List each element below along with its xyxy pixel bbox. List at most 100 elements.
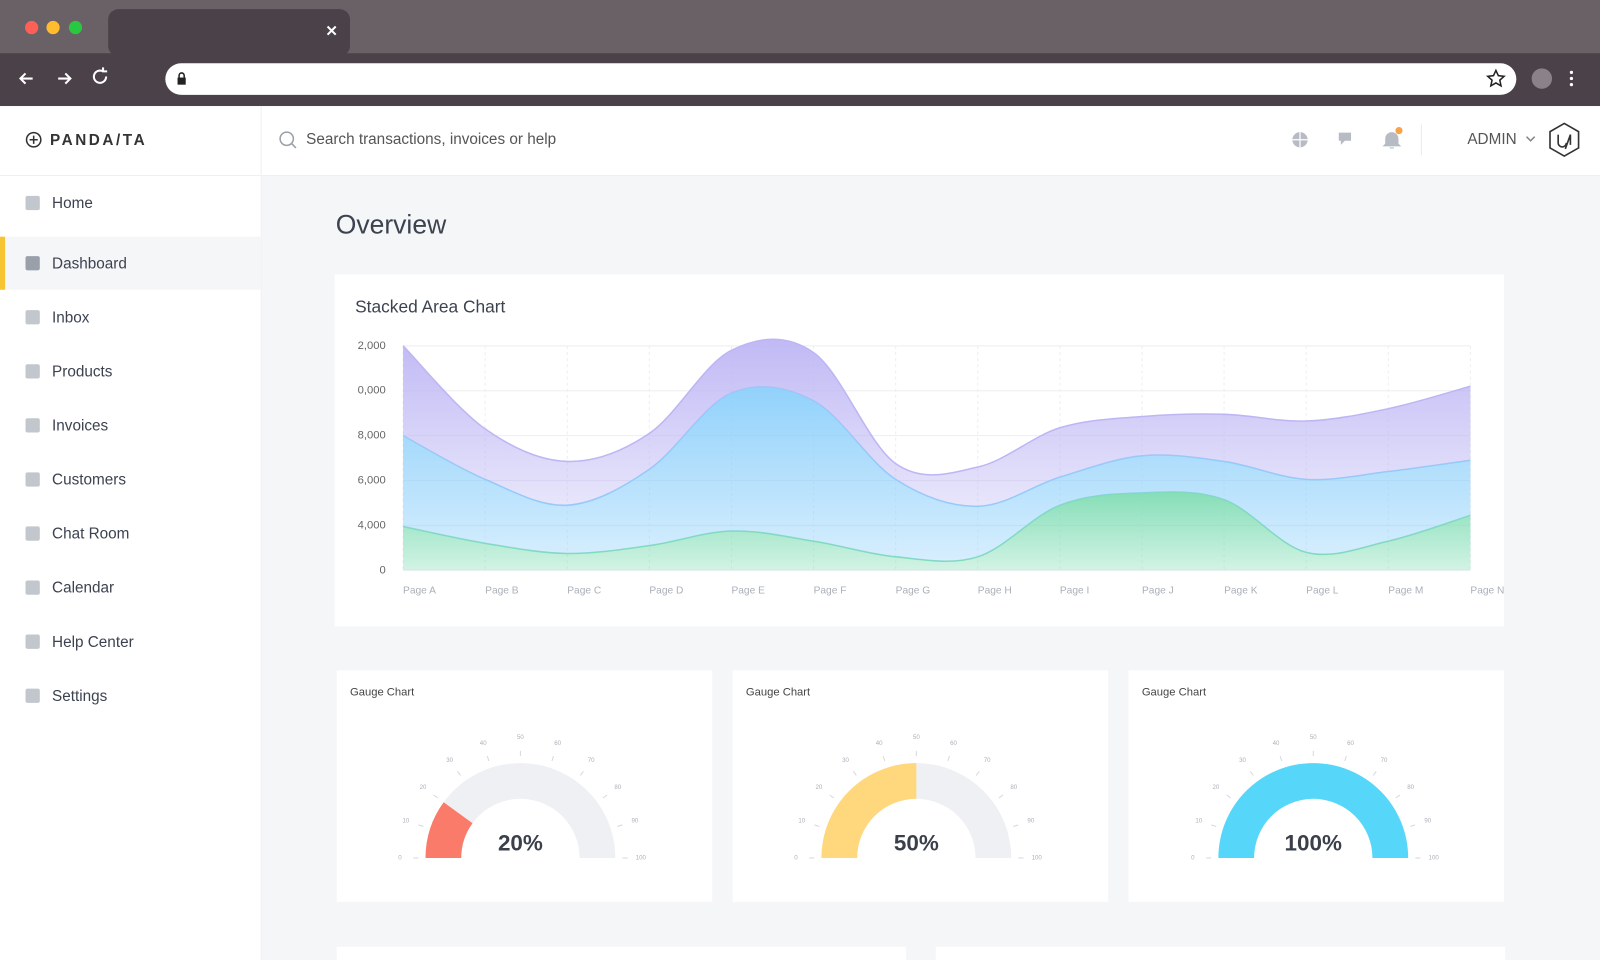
nav-item[interactable]: Home [25, 195, 93, 212]
x-tick-label: Page I [1060, 585, 1089, 596]
gauge-tick [579, 771, 584, 776]
nav-item[interactable]: Products [25, 363, 113, 380]
nav-item[interactable]: Settings [25, 688, 108, 705]
gauge-tick [998, 794, 1004, 799]
area-line [402, 338, 1471, 476]
tab-close[interactable] [326, 25, 337, 36]
nav-icon [25, 688, 40, 703]
gauge-tick-label: 80 [1407, 784, 1414, 791]
bell-icon[interactable] [1382, 132, 1402, 149]
chat-icon[interactable] [1338, 132, 1352, 145]
globe-lines [1292, 132, 1308, 148]
card [935, 946, 1506, 960]
x-tick-label: Page C [567, 585, 601, 596]
gauge-value-label: 20% [498, 831, 543, 856]
gauge-tick-label: 90 [632, 817, 639, 824]
nav-item[interactable]: Dashboard [0, 236, 262, 290]
lock-icon [177, 77, 186, 85]
nav-label: Customers [52, 472, 126, 489]
nav-item[interactable]: Help Center [25, 634, 134, 651]
bookmark-star[interactable] [1485, 68, 1506, 88]
area [403, 386, 1471, 562]
gauge-tick-label: 40 [1273, 740, 1280, 747]
gauge-tick [852, 771, 857, 776]
x-tick-label: Page K [1224, 585, 1258, 596]
gauge-tick-label: 40 [480, 740, 487, 747]
nav-item[interactable]: Customers [25, 472, 127, 489]
gauge-tick-label: 70 [984, 757, 991, 764]
gauge-tick-label: 20 [816, 784, 823, 791]
gauge-tick [433, 794, 439, 799]
gauge-tick [1013, 824, 1019, 827]
nav-item[interactable]: Invoices [25, 417, 109, 434]
gauge-tick-label: 70 [1381, 757, 1388, 764]
nav-label: Dashboard [52, 255, 127, 272]
nav-label: Help Center [52, 634, 134, 651]
user-name[interactable]: ADMIN [1467, 131, 1516, 148]
gauge-tick-label: 10 [402, 817, 409, 824]
y-tick-label: 0,000 [358, 385, 386, 397]
gauge-value [1218, 763, 1409, 858]
forward-button[interactable] [58, 72, 72, 85]
nav-label: Settings [52, 688, 108, 705]
back-button[interactable] [18, 72, 33, 85]
top-bar [261, 106, 1600, 176]
nav-label: Invoices [52, 417, 108, 434]
nav-item[interactable]: Chat Room [25, 526, 130, 543]
nav-icon [25, 195, 40, 211]
lock-shackle [178, 72, 185, 78]
browser-menu[interactable] [1569, 70, 1574, 87]
chart-title: Stacked Area Chart [355, 297, 505, 317]
nav-icon [25, 418, 40, 433]
gauge-tick-label: 0 [398, 855, 402, 862]
gauge-tick [617, 824, 623, 827]
gauge-tick-label: 50 [1310, 734, 1317, 741]
gauge-value-label: 100% [1285, 831, 1342, 856]
profile-avatar[interactable] [1531, 68, 1553, 89]
gauge-tick-label: 80 [1010, 784, 1017, 791]
gauge-tick-label: 20 [1212, 784, 1219, 791]
window-minimize[interactable] [46, 20, 60, 35]
nav-label: Inbox [52, 309, 90, 326]
gauge-tick [1372, 771, 1377, 776]
gauge-tick [947, 755, 950, 762]
user-chevron[interactable] [1525, 136, 1536, 142]
search-icon [279, 131, 295, 147]
gauge-tick [1410, 824, 1416, 827]
gauge-tick [1226, 794, 1232, 799]
gauge-tick [551, 755, 555, 762]
window-zoom[interactable] [68, 20, 83, 35]
nav-item[interactable]: Calendar [25, 580, 115, 597]
gauge-tick-label: 30 [446, 757, 453, 764]
gauge-tick-label: 100 [1429, 855, 1440, 862]
page-title: Overview [336, 209, 447, 239]
gauge-tick [1249, 771, 1254, 776]
gauge-tick-label: 60 [1347, 740, 1354, 747]
gauge-value [425, 802, 473, 858]
x-tick-label: Page H [978, 585, 1012, 596]
reload-button[interactable] [92, 67, 108, 84]
user-avatar[interactable] [1549, 122, 1580, 158]
gauge-tick [457, 771, 461, 776]
x-tick-label: Page L [1306, 585, 1339, 596]
address-bar[interactable] [165, 63, 1517, 95]
y-tick-label: 6,000 [358, 474, 386, 486]
browser-tab[interactable] [108, 9, 350, 57]
gauge-tick [975, 771, 980, 776]
nav-icon [25, 634, 40, 649]
window-close[interactable] [25, 20, 39, 35]
charts: Stacked Area Chart 0 4,000 6,000 8,000 0,000 2… [350, 297, 1504, 862]
nav-icon [25, 526, 40, 541]
nav-icon [25, 256, 40, 271]
gauge-tick [1344, 755, 1347, 762]
brand-logo [25, 131, 42, 148]
gauge-tick [418, 824, 424, 827]
x-tick-label: Page J [1142, 585, 1174, 596]
area [403, 491, 1471, 571]
search-icon-handle [291, 143, 297, 149]
nav-label: Calendar [52, 580, 114, 597]
gauge-title: Gauge Chart [350, 687, 415, 699]
nav-item[interactable]: Inbox [25, 309, 90, 326]
gauge-tick [1279, 755, 1283, 762]
